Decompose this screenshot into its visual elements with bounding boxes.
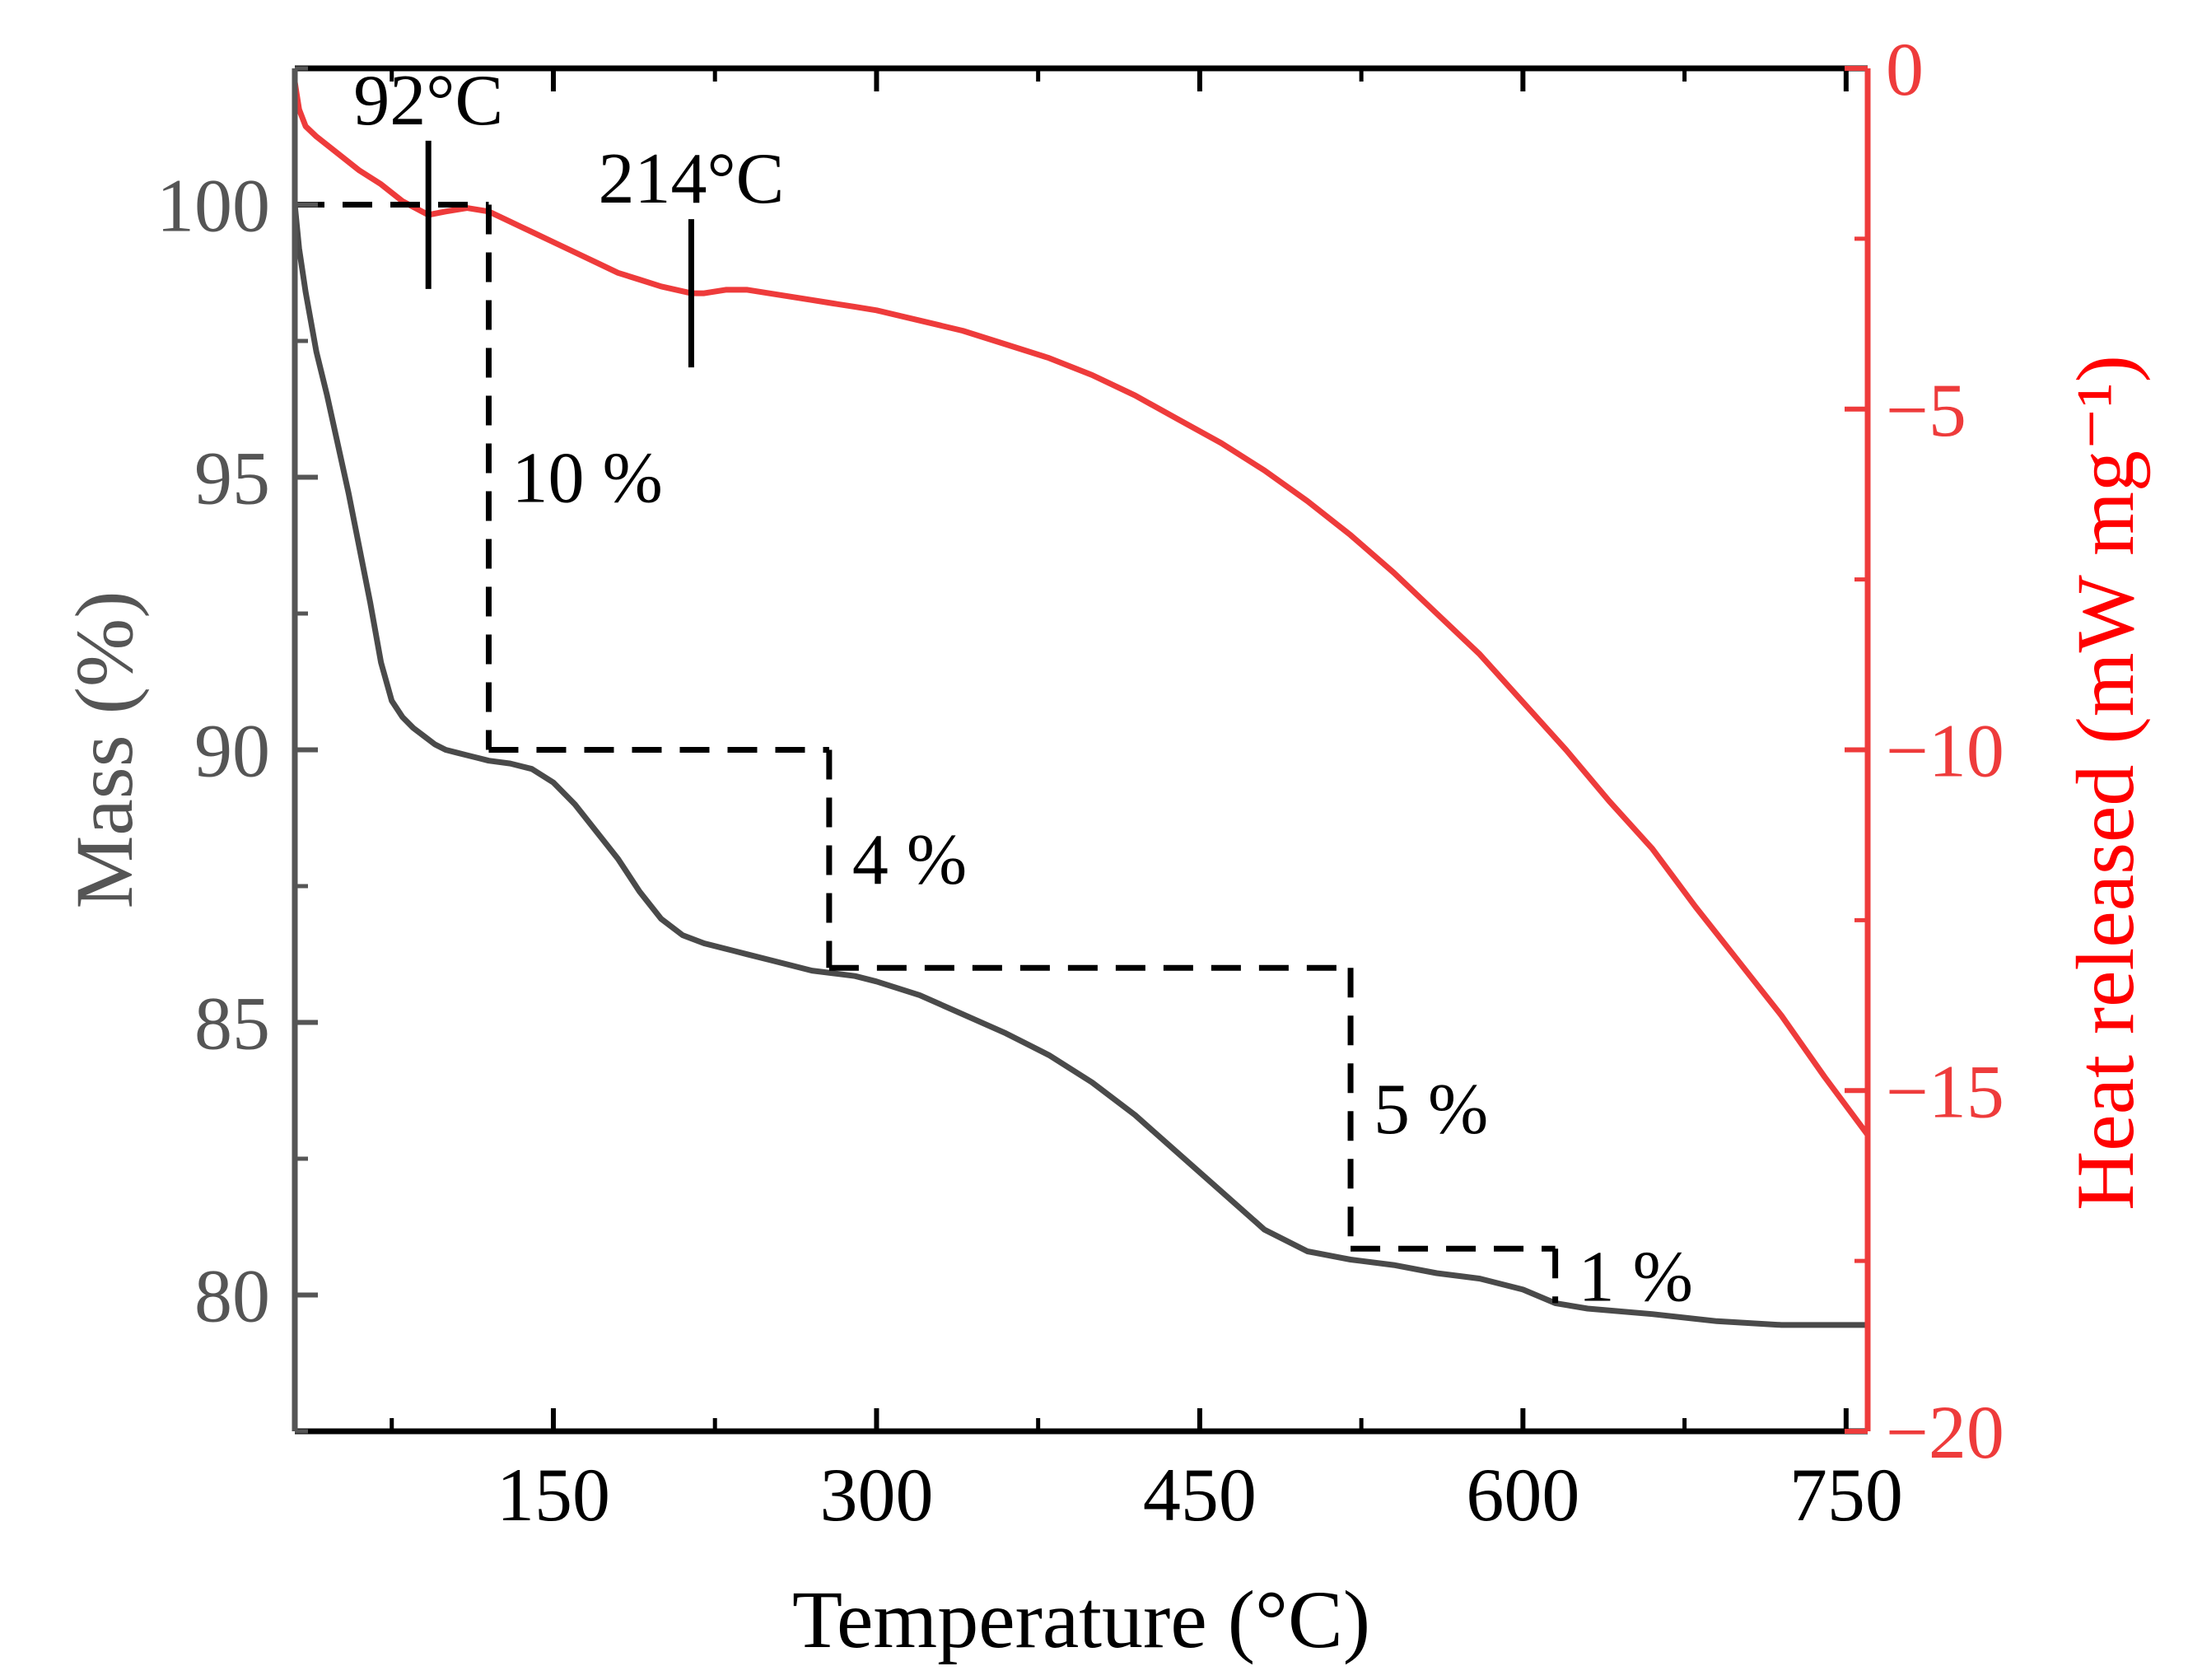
y-left-tick-label: 90 [194,709,270,793]
y-axis-left-title: Mass (%) [58,590,150,908]
mass-line [292,202,1871,1328]
x-tick-label: 450 [1143,1453,1257,1537]
axes-layer: 150 300 450 600 750 80 85 90 95 100 0 −5 −10 −15 −20 [156,27,2004,1537]
y-left-tick-label: 100 [156,164,270,248]
y-right-tick-label: 0 [1886,27,1924,111]
heat-released-line [292,79,1871,1138]
mass-loss-label: 10 % [511,439,662,519]
y-left-tick-label: 95 [194,436,270,520]
y-right-tick-label: −20 [1886,1390,2004,1474]
y-left-tick-label: 85 [194,982,270,1066]
series-layer [292,79,1871,1328]
annotations-layer: 10 % 4 % 5 % 1 % 92°C 214°C [295,61,1693,1317]
y-left-tick-label: 80 [194,1254,270,1338]
x-tick-label: 300 [819,1453,933,1537]
x-tick-label: 600 [1466,1453,1579,1537]
text-layer: Temperature (°C) Mass (%) Heat released … [58,355,2151,1665]
x-axis-title: Temperature (°C) [792,1574,1370,1665]
y-right-tick-label: −5 [1886,368,1966,452]
temperature-label: 214°C [598,139,784,219]
mass-loss-label: 1 % [1579,1237,1693,1317]
temperature-label: 92°C [353,61,503,141]
mass-loss-label: 5 % [1374,1070,1488,1150]
y-axis-right-title: Heat released (mW mg⁻¹) [2060,355,2151,1211]
y-right-tick-label: −10 [1886,709,2004,793]
x-tick-label: 750 [1789,1453,1903,1537]
y-right-tick-label: −15 [1886,1049,2004,1133]
mass-loss-label: 4 % [852,820,967,900]
x-tick-label: 150 [497,1453,610,1537]
